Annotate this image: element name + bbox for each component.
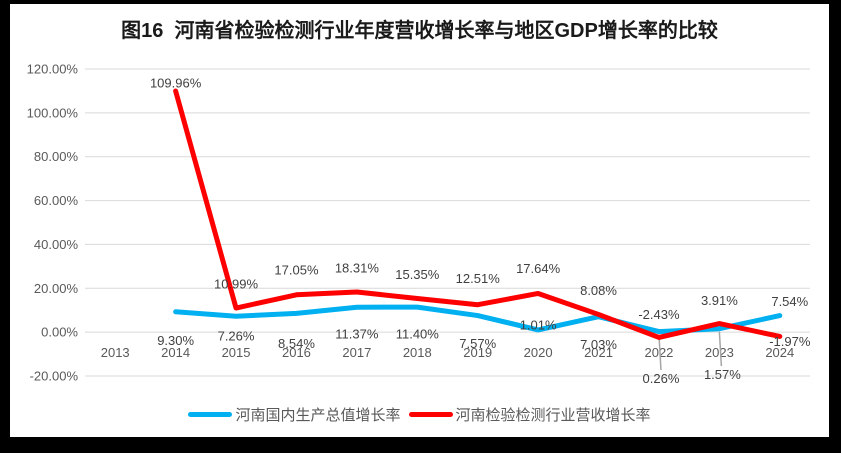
x-axis-label: 2017 — [342, 345, 371, 360]
chart-title: 图16 河南省检验检测行业年度营收增长率与地区GDP增长率的比较 — [121, 20, 718, 42]
x-axis-label: 2022 — [644, 345, 673, 360]
y-axis-label: 40.00% — [34, 237, 79, 252]
data-label-industry-2019: 12.51% — [456, 271, 501, 286]
data-label-industry-2024: -1.97% — [769, 334, 811, 349]
y-axis-label: 60.00% — [34, 193, 79, 208]
legend-label-gdp: 河南国内生产总值增长率 — [235, 407, 401, 424]
industry-line-swatch — [408, 412, 453, 417]
data-label-gdp-2016: 8.54% — [278, 336, 315, 351]
data-label-industry-2015: 10.99% — [214, 277, 259, 292]
x-axis-label: 2024 — [765, 345, 794, 360]
gdp-line-swatch — [188, 412, 233, 417]
x-axis-label: 2013 — [101, 345, 130, 360]
x-axis-label: 2021 — [584, 345, 613, 360]
y-axis-label: 20.00% — [34, 281, 79, 296]
data-label-industry-2017: 18.31% — [335, 260, 380, 275]
data-label-gdp-2019: 7.57% — [459, 336, 496, 351]
data-label-industry-2016: 17.05% — [274, 262, 319, 277]
data-label-gdp-2015: 7.26% — [218, 329, 255, 344]
data-label-gdp-2020: 1.01% — [520, 317, 557, 332]
y-axis-label: 80.00% — [34, 149, 79, 164]
label-leader-line — [718, 331, 723, 367]
data-label-gdp-2017: 11.37% — [335, 327, 379, 342]
data-label-industry-2020: 17.64% — [516, 261, 561, 276]
y-axis-label: 0.00% — [41, 325, 78, 340]
data-label-gdp-2021: 7.03% — [580, 337, 617, 352]
data-label-gdp-2018: 11.40% — [396, 327, 440, 342]
data-label-industry-2021: 8.08% — [580, 283, 617, 298]
x-axis-label: 2015 — [222, 345, 251, 360]
data-label-gdp-2014: 9.30% — [157, 333, 194, 348]
data-label-industry-2022: -2.43% — [638, 307, 680, 322]
y-axis-label: 120.00% — [27, 62, 79, 77]
legend: 河南国内生产总值增长率 河南检验检测行业营收增长率 — [10, 404, 829, 425]
data-label-industry-2014: 109.96% — [150, 76, 202, 91]
legend-item-industry: 河南检验检测行业营收增长率 — [408, 404, 651, 425]
legend-item-gdp: 河南国内生产总值增长率 — [188, 404, 401, 425]
y-axis-label: -20.00% — [30, 369, 79, 384]
legend-label-industry: 河南检验检测行业营收增长率 — [455, 407, 651, 424]
x-axis-label: 2014 — [161, 345, 190, 360]
data-label-industry-2018: 15.35% — [395, 267, 440, 282]
data-label-gdp-2023: 1.57% — [704, 367, 741, 382]
x-axis-label: 2018 — [403, 345, 432, 360]
chart-card: 图16 河南省检验检测行业年度营收增长率与地区GDP增长率的比较 120.00%… — [10, 4, 829, 437]
label-leader-line — [658, 334, 662, 371]
plot-area: 120.00% 100.00% 80.00% 60.00% 40.00% 20.00% 0.… — [27, 62, 811, 387]
data-label-gdp-2022: 0.26% — [643, 371, 680, 386]
gdp-line — [173, 304, 783, 335]
x-axis-label: 2019 — [463, 345, 492, 360]
data-label-industry-2023: 3.91% — [701, 293, 738, 308]
x-axis-label: 2020 — [524, 345, 553, 360]
y-axis-label: 100.00% — [27, 105, 79, 120]
x-axis-label: 2023 — [705, 345, 734, 360]
x-axis-label: 2016 — [282, 345, 311, 360]
industry-line — [173, 88, 783, 340]
data-label-gdp-2024: 7.54% — [771, 294, 808, 309]
